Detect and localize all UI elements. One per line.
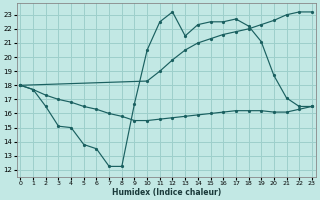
X-axis label: Humidex (Indice chaleur): Humidex (Indice chaleur): [112, 188, 221, 197]
